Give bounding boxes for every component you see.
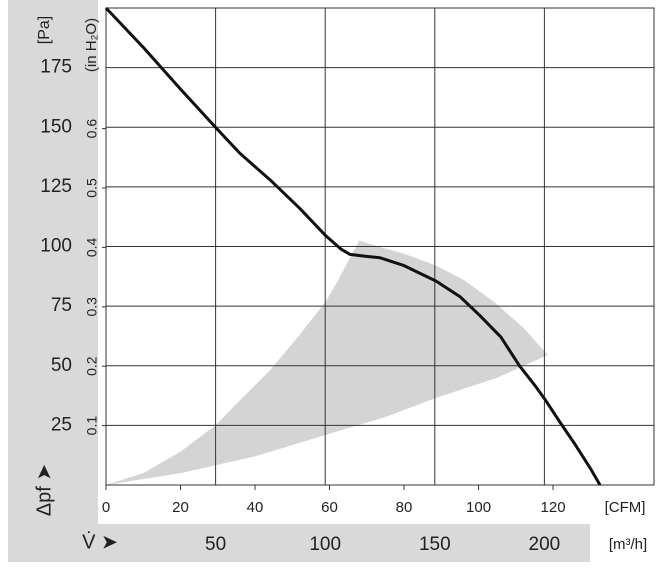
x-label: [CFM] xyxy=(605,499,646,516)
x2-tick-label: 200 xyxy=(529,534,561,555)
curve xyxy=(104,6,602,486)
y-label: [Pa] xyxy=(36,16,53,44)
y2-tick-label: 0.6 xyxy=(84,119,100,139)
y-symbol: Δpf ➤ xyxy=(33,464,55,516)
plot-area xyxy=(104,6,655,486)
y2-tick-label: 0.2 xyxy=(84,356,100,376)
bottom-band xyxy=(8,524,590,562)
y-tick-label: 125 xyxy=(40,176,72,197)
x2-tick-label: 50 xyxy=(205,534,226,555)
y-tick-label: 175 xyxy=(40,57,72,78)
x2-tick-label: 100 xyxy=(309,534,341,555)
y2-tick-label: 0.4 xyxy=(84,237,100,257)
y-tick-label: 75 xyxy=(51,295,72,316)
x-tick-label: 40 xyxy=(247,499,264,516)
y2-tick-label: 0.1 xyxy=(84,416,100,436)
x-tick-label: 20 xyxy=(172,499,189,516)
x-tick-label: 100 xyxy=(466,499,491,516)
x2-label: [m³/h] xyxy=(609,536,647,553)
x2-tick-label: 150 xyxy=(419,534,451,555)
operating-region xyxy=(106,240,548,485)
y2-tick-label: 0.5 xyxy=(84,178,100,198)
x-tick-label: 0 xyxy=(102,499,110,516)
left-band xyxy=(8,0,98,524)
x-tick-label: 120 xyxy=(541,499,566,516)
y-tick-label: 50 xyxy=(51,355,72,376)
x-tick-label: 60 xyxy=(321,499,338,516)
y2-tick-label: 0.3 xyxy=(84,297,100,317)
y2-label: (in H₂O) xyxy=(83,18,100,72)
y-tick-label: 100 xyxy=(40,236,72,257)
y-tick-label: 150 xyxy=(40,116,72,137)
y-tick-label: 25 xyxy=(51,414,72,435)
x2-symbol: V̇ ➤ xyxy=(82,531,118,553)
x-tick-label: 80 xyxy=(396,499,413,516)
